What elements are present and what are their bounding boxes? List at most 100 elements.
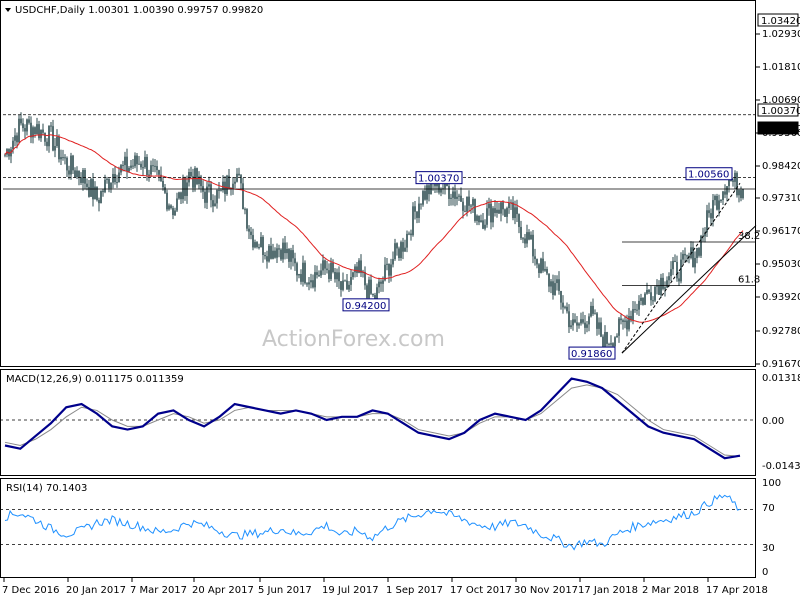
candle-body: [554, 283, 556, 295]
fib-level-label: 61.8: [738, 274, 760, 285]
candle-body: [158, 170, 160, 175]
candle-body: [294, 258, 296, 264]
candle-body: [590, 305, 592, 317]
candle-body: [694, 257, 696, 268]
candle-body: [530, 234, 532, 240]
candle-body: [138, 163, 140, 165]
candle-body: [660, 277, 662, 295]
candle-body: [124, 156, 126, 166]
candle-body: [192, 176, 194, 188]
candle-body: [652, 300, 654, 302]
candle-body: [104, 179, 106, 193]
candle-body: [708, 210, 710, 214]
candle-body: [128, 167, 130, 172]
candle-body: [738, 190, 740, 196]
candle-body: [706, 210, 708, 233]
candle-body: [426, 185, 428, 200]
candle-body: [166, 192, 168, 210]
candle-body: [256, 242, 258, 248]
candle-body: [584, 322, 586, 328]
price-axis-label: 0.91670: [762, 359, 800, 370]
candle-body: [304, 262, 306, 284]
candle-body: [540, 258, 542, 273]
candle-body: [544, 269, 546, 271]
candle-body: [414, 206, 416, 212]
candle-body: [508, 202, 510, 209]
candle-body: [352, 272, 354, 278]
candle-body: [524, 238, 526, 244]
candle-body: [568, 311, 570, 328]
candle-body: [146, 156, 148, 175]
candle-body: [262, 236, 264, 256]
candle-body: [430, 177, 432, 195]
candle-body: [608, 343, 610, 345]
candle-body: [602, 336, 604, 350]
candle-body: [188, 171, 190, 183]
candle-body: [650, 292, 652, 301]
candle-body: [350, 277, 352, 285]
candle-body: [226, 175, 228, 194]
candle-body: [32, 127, 34, 138]
candle-body: [666, 280, 668, 288]
candle-body: [298, 274, 300, 276]
candle-body: [516, 207, 518, 215]
candle-body: [94, 186, 96, 200]
candle-body: [624, 320, 626, 322]
candle-body: [728, 180, 730, 187]
annotation-label: 0.91860: [571, 349, 612, 360]
candle-body: [504, 209, 506, 217]
candle-body: [100, 190, 102, 204]
candle-body: [532, 234, 534, 257]
candle-body: [452, 191, 454, 198]
candle-body: [140, 163, 142, 168]
candle-body: [70, 155, 72, 175]
candle-body: [46, 141, 48, 147]
candle-body: [716, 195, 718, 210]
candle-body: [578, 323, 580, 326]
candle-body: [570, 325, 572, 328]
candle-body: [164, 187, 166, 193]
macd-header: MACD(12,26,9) 0.011175 0.011359: [6, 374, 184, 385]
candle-body: [450, 197, 452, 199]
candle-body: [480, 220, 482, 223]
candle-body: [644, 293, 646, 305]
candle-body: [682, 253, 684, 260]
candle-body: [518, 214, 520, 227]
candle-body: [126, 156, 128, 172]
date-axis-label: 20 Jan 2017: [66, 585, 126, 596]
candle-body: [408, 233, 410, 235]
candle-body: [628, 316, 630, 330]
candle-body: [212, 200, 214, 207]
candle-body: [654, 286, 656, 301]
candle-body: [228, 175, 230, 189]
candle-body: [560, 290, 562, 303]
date-axis-label: 7 Mar 2017: [130, 585, 187, 596]
watermark: ActionForex.com: [262, 327, 445, 352]
candle-body: [454, 191, 456, 199]
candle-body: [338, 272, 340, 282]
candle-body: [354, 266, 356, 273]
candle-body: [162, 181, 164, 188]
candle-body: [248, 228, 250, 232]
candle-body: [38, 124, 40, 139]
candle-body: [622, 320, 624, 322]
candle-body: [546, 269, 548, 274]
candle-body: [474, 199, 476, 221]
candle-body: [242, 183, 244, 210]
candle-body: [564, 306, 566, 308]
axis-layer: 1.029301.018101.006900.995600.984200.973…: [2, 13, 800, 596]
candle-body: [28, 119, 30, 123]
annotation-box: [685, 167, 733, 181]
candle-body: [384, 264, 386, 281]
candle-body: [62, 157, 64, 159]
candle-body: [418, 203, 420, 218]
candle-body: [210, 184, 212, 201]
candle-body: [318, 275, 320, 277]
macd-axis-label: -0.01433: [762, 461, 800, 472]
dropdown-arrow-icon[interactable]: [5, 8, 11, 12]
price-tag-label: 1.03420: [761, 16, 800, 27]
candle-body: [440, 189, 442, 193]
candle-body: [566, 306, 568, 312]
price-tag-box: [757, 121, 799, 135]
